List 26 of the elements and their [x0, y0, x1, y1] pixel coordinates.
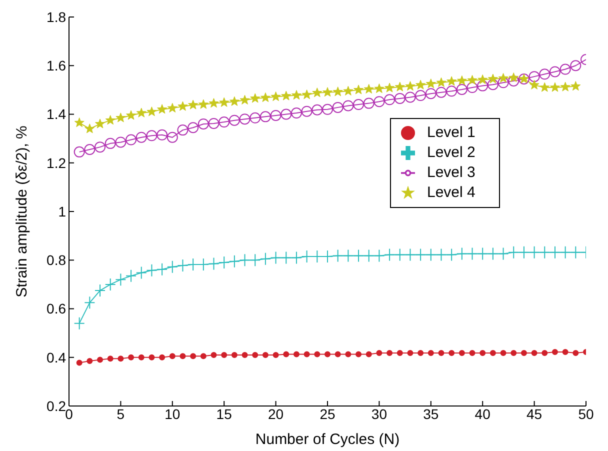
- x-axis-title: Number of Cycles (N): [255, 431, 400, 448]
- x-tick-label: 35: [423, 406, 439, 422]
- x-tick-label: 10: [164, 406, 180, 422]
- y-tick-label: 0.6: [46, 300, 66, 317]
- x-tick-label: 40: [474, 406, 491, 422]
- x-tick-label: 25: [320, 406, 336, 422]
- y-tick-label: 1.8: [46, 8, 66, 25]
- y-tick-label: 0.2: [46, 398, 66, 414]
- y-tick-label: 1.6: [46, 58, 66, 74]
- y-axis-title: Strain amplitude (δε/2), %: [14, 126, 30, 298]
- y-tick-label: 1.2: [46, 154, 66, 171]
- legend-label: Level 3: [427, 164, 476, 181]
- x-tick-label: 45: [526, 406, 542, 422]
- y-tick-label: 0.4: [46, 349, 66, 366]
- y-tick-label: 1.4: [46, 106, 66, 122]
- x-tick-label: 20: [268, 406, 284, 422]
- x-tick-label: 5: [116, 406, 125, 422]
- x-tick-label: 0: [65, 406, 74, 422]
- legend-label: Level 2: [427, 144, 476, 161]
- legend-label: Level 4: [427, 184, 476, 201]
- x-tick-label: 30: [371, 406, 388, 422]
- y-tick-label: 1: [58, 203, 66, 220]
- x-tick-label: 15: [216, 406, 232, 422]
- y-tick-label: 0.8: [46, 252, 66, 268]
- x-tick-label: 50: [578, 406, 594, 422]
- legend-label: Level 1: [427, 124, 476, 141]
